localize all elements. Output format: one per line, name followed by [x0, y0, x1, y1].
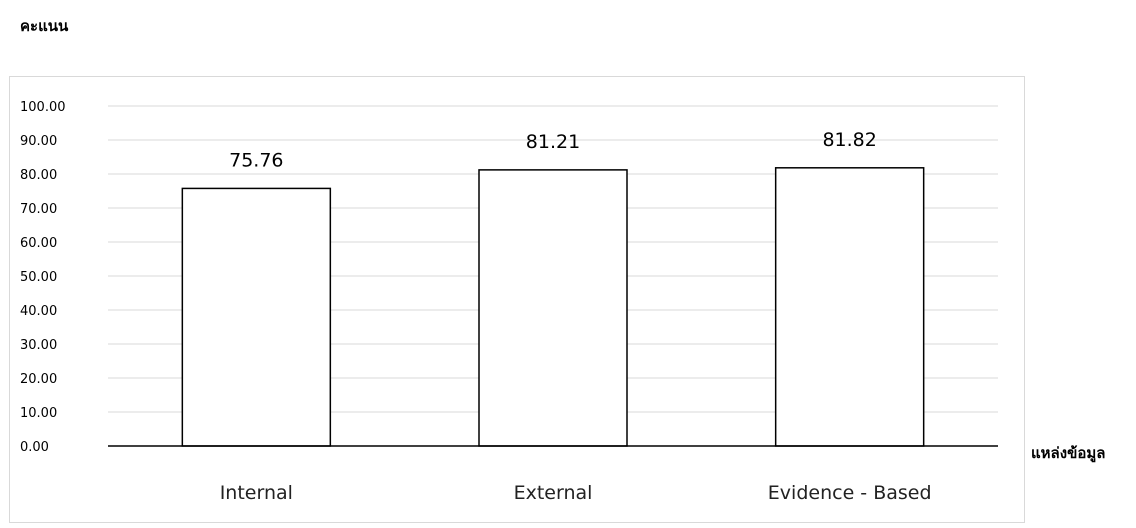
y-tick-label: 100.00 — [20, 100, 66, 115]
data-label: 75.76 — [229, 149, 283, 171]
bars — [181, 167, 925, 447]
y-tick-label: 60.00 — [20, 236, 57, 251]
bar-external — [478, 169, 628, 447]
x-axis-title: แหล่งข้อมูล — [1031, 444, 1106, 462]
y-tick-label: 40.00 — [20, 304, 57, 319]
category-label: Evidence - Based — [768, 482, 932, 504]
y-tick-label: 90.00 — [20, 134, 57, 149]
category-label: Internal — [220, 482, 293, 504]
y-tick-label: 0.00 — [20, 440, 49, 455]
y-tick-label: 20.00 — [20, 372, 57, 387]
category-labels: Internal External Evidence - Based — [220, 482, 932, 504]
y-tick-labels: 0.00 10.00 20.00 30.00 40.00 50.00 60.00 70.00 8… — [20, 100, 66, 455]
chart-frame — [9, 76, 1025, 523]
data-labels: 75.76 81.21 81.82 — [229, 129, 877, 172]
bar-internal — [181, 187, 332, 447]
y-tick-label: 70.00 — [20, 202, 57, 217]
y-tick-label: 30.00 — [20, 338, 57, 353]
y-tick-label: 50.00 — [20, 270, 57, 285]
y-tick-label: 80.00 — [20, 168, 57, 183]
category-label: External — [514, 482, 593, 504]
y-tick-label: 10.00 — [20, 406, 57, 421]
data-label: 81.82 — [822, 129, 876, 151]
bar-evidence-based — [774, 167, 925, 447]
data-label: 81.21 — [526, 131, 580, 153]
y-axis-title: คะแนน — [20, 17, 69, 35]
